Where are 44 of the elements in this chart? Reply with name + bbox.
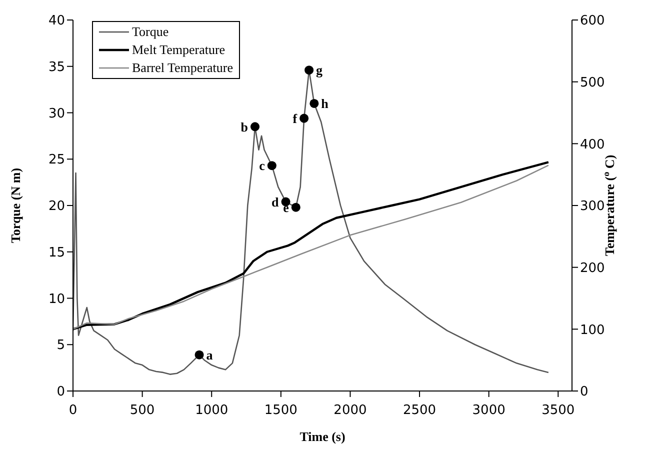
legend-label: Torque: [132, 23, 169, 41]
y-tick-label: 20: [48, 199, 65, 214]
annotation: g: [316, 62, 324, 78]
point: [281, 197, 290, 206]
point: [291, 202, 300, 212]
point: [304, 66, 314, 75]
y-tick-label: 15: [48, 245, 65, 260]
x-tick-label: 2500: [402, 403, 436, 418]
y-tick-label: 0: [56, 384, 65, 400]
y2-tick-label: 200: [580, 260, 605, 276]
y-tick-label: 30: [48, 106, 65, 122]
y-tick-label: 10: [48, 292, 65, 307]
point: [310, 98, 319, 108]
y-tick-label: 5: [56, 338, 65, 354]
y2-tick-label: 500: [580, 75, 605, 90]
point: [194, 350, 204, 360]
x-tick-label: 3500: [542, 403, 575, 418]
legend-label: Melt Temperature: [132, 41, 226, 59]
annotation: c: [259, 158, 266, 174]
y2-tick-label: 600: [580, 14, 605, 29]
point: [250, 122, 260, 132]
x-tick-label: 0: [68, 403, 78, 418]
legend-label: Barrel Temperature: [132, 59, 233, 77]
x-tick-label: 1500: [264, 403, 298, 418]
x-tick-label: 3000: [472, 403, 506, 418]
annotation: e: [283, 200, 290, 215]
y2-tick-label: 100: [580, 322, 605, 338]
annotation: b: [240, 119, 248, 134]
y2-tick-label: 400: [580, 137, 605, 152]
x-tick-label: 1000: [195, 403, 228, 418]
annotation: d: [272, 194, 280, 210]
point: [267, 161, 276, 170]
y-tick-label: 40: [48, 14, 65, 29]
y2-tick-label: 0: [580, 384, 588, 400]
x-axis-title: Time (s): [300, 429, 346, 444]
annotation: f: [292, 110, 298, 126]
x-tick-label: 500: [130, 403, 155, 418]
y-tick-label: 25: [48, 152, 65, 168]
y-tick-label: 35: [48, 60, 65, 75]
point: [300, 114, 309, 123]
y-axis-title: Torque (N m): [8, 168, 23, 244]
annotation: a: [206, 347, 214, 362]
x-tick-label: 2000: [334, 403, 367, 418]
annotation: h: [321, 96, 330, 112]
